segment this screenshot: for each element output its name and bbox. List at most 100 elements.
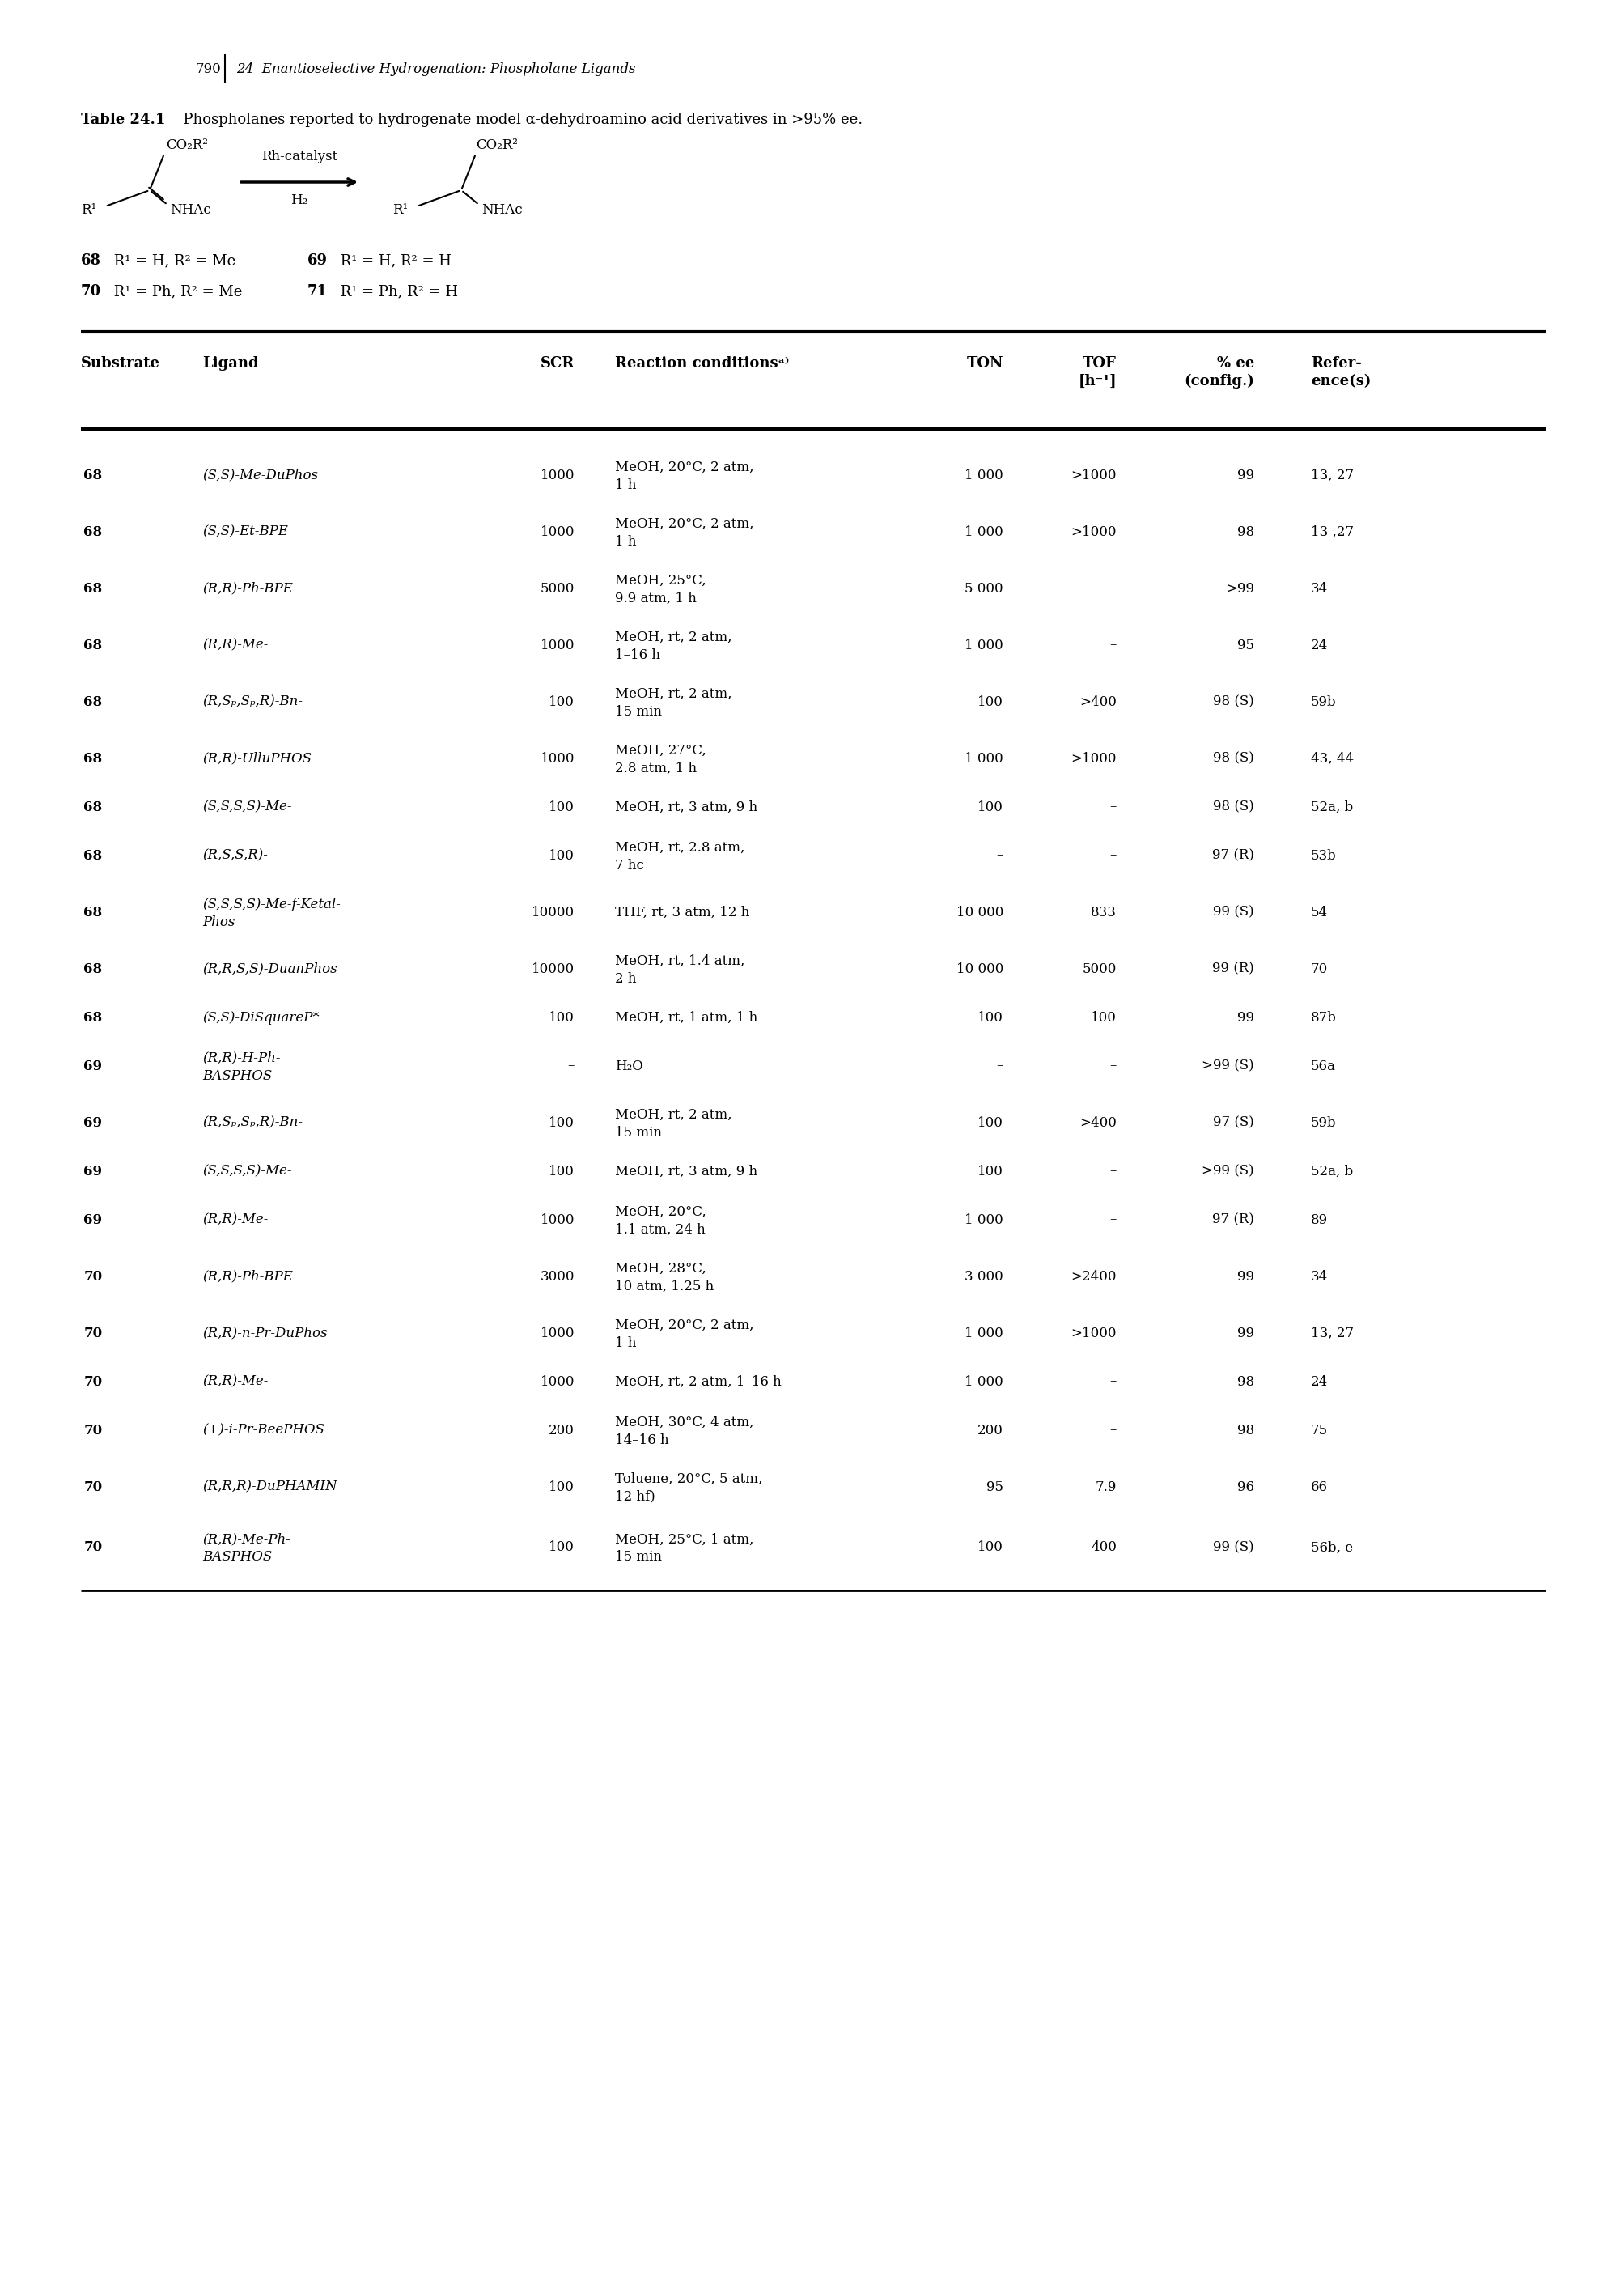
Text: 56b, e: 56b, e [1311, 1541, 1353, 1555]
Text: 10 atm, 1.25 h: 10 atm, 1.25 h [614, 1279, 713, 1293]
Text: 69: 69 [307, 252, 328, 268]
Text: 100: 100 [549, 848, 575, 862]
Text: 99: 99 [1236, 468, 1254, 482]
Text: CO₂R²: CO₂R² [166, 140, 208, 154]
Text: (R,R)-Me-: (R,R)-Me- [203, 1213, 268, 1227]
Text: 1 h: 1 h [614, 477, 637, 491]
Text: 100: 100 [978, 1165, 1004, 1179]
Text: 98: 98 [1236, 1376, 1254, 1390]
Text: 100: 100 [549, 800, 575, 814]
Text: Reaction conditionsᵃ⁾: Reaction conditionsᵃ⁾ [614, 355, 789, 371]
Text: –: – [1109, 637, 1116, 651]
Text: 13, 27: 13, 27 [1311, 468, 1353, 482]
Text: 15 min: 15 min [614, 704, 661, 718]
Text: Substrate: Substrate [81, 355, 161, 371]
Text: 2.8 atm, 1 h: 2.8 atm, 1 h [614, 761, 697, 775]
Text: (S,S,S,S)-Me-f-Ketal-: (S,S,S,S)-Me-f-Ketal- [203, 897, 341, 910]
Text: MeOH, rt, 1 atm, 1 h: MeOH, rt, 1 atm, 1 h [614, 1011, 757, 1025]
Text: % ee: % ee [1216, 355, 1254, 371]
Text: (R,R)-Ph-BPE: (R,R)-Ph-BPE [203, 582, 292, 596]
Text: 1 000: 1 000 [965, 468, 1004, 482]
Text: 70: 70 [1311, 963, 1327, 977]
Text: MeOH, rt, 2 atm, 1–16 h: MeOH, rt, 2 atm, 1–16 h [614, 1376, 781, 1390]
Text: 98 (S): 98 (S) [1213, 752, 1254, 766]
Text: MeOH, 20°C,: MeOH, 20°C, [614, 1204, 706, 1218]
Text: 97 (S): 97 (S) [1213, 1117, 1254, 1130]
Text: R¹: R¹ [81, 204, 96, 218]
Text: 68: 68 [84, 906, 102, 919]
Text: 1 000: 1 000 [965, 637, 1004, 651]
Text: 15 min: 15 min [614, 1126, 661, 1140]
Text: MeOH, 25°C,: MeOH, 25°C, [614, 573, 706, 587]
Text: –: – [996, 1059, 1004, 1073]
Text: 10 000: 10 000 [955, 963, 1004, 977]
Text: TON: TON [966, 355, 1004, 371]
Text: R¹ = H, R² = Me: R¹ = H, R² = Me [109, 252, 235, 268]
Text: SCR: SCR [539, 355, 575, 371]
Text: MeOH, rt, 3 atm, 9 h: MeOH, rt, 3 atm, 9 h [614, 1165, 757, 1179]
Text: –: – [1109, 1165, 1116, 1179]
Text: 70: 70 [81, 284, 101, 298]
Text: MeOH, 28°C,: MeOH, 28°C, [614, 1261, 706, 1275]
Text: 56a: 56a [1311, 1059, 1335, 1073]
Text: 1 h: 1 h [614, 534, 637, 548]
Text: (config.): (config.) [1184, 374, 1254, 390]
Text: 1000: 1000 [539, 752, 575, 766]
Text: >99 (S): >99 (S) [1202, 1059, 1254, 1073]
Text: (S,S,S,S)-Me-: (S,S,S,S)-Me- [203, 800, 292, 814]
Text: MeOH, rt, 2 atm,: MeOH, rt, 2 atm, [614, 1108, 731, 1121]
Text: 70: 70 [84, 1424, 102, 1438]
Text: 100: 100 [1090, 1011, 1116, 1025]
Text: 1000: 1000 [539, 525, 575, 539]
Text: 1 h: 1 h [614, 1337, 637, 1351]
Text: 68: 68 [84, 752, 102, 766]
Text: 97 (R): 97 (R) [1212, 1213, 1254, 1227]
Text: MeOH, rt, 1.4 atm,: MeOH, rt, 1.4 atm, [614, 954, 744, 968]
Text: MeOH, rt, 2.8 atm,: MeOH, rt, 2.8 atm, [614, 842, 744, 855]
Text: CO₂R²: CO₂R² [476, 140, 518, 154]
Text: 69: 69 [84, 1165, 102, 1179]
Text: >1000: >1000 [1070, 752, 1116, 766]
Text: R¹ = Ph, R² = H: R¹ = Ph, R² = H [336, 284, 458, 298]
Text: 52a, b: 52a, b [1311, 1165, 1353, 1179]
Text: 24: 24 [1311, 1376, 1327, 1390]
Text: 89: 89 [1311, 1213, 1327, 1227]
Text: 99: 99 [1236, 1270, 1254, 1284]
Text: 99: 99 [1236, 1011, 1254, 1025]
Text: –: – [1109, 1376, 1116, 1390]
Text: 97 (R): 97 (R) [1212, 848, 1254, 862]
Text: (R,Sₚ,Sₚ,R)-Bn-: (R,Sₚ,Sₚ,R)-Bn- [203, 695, 302, 709]
Text: >99: >99 [1224, 582, 1254, 596]
Text: (R,S,S,R)-: (R,S,S,R)- [203, 848, 268, 862]
Text: 1 000: 1 000 [965, 525, 1004, 539]
Text: 1000: 1000 [539, 1325, 575, 1339]
Text: [h⁻¹]: [h⁻¹] [1078, 374, 1116, 388]
Text: 13, 27: 13, 27 [1311, 1325, 1353, 1339]
Text: 70: 70 [84, 1325, 102, 1339]
Text: 1–16 h: 1–16 h [614, 649, 659, 663]
Text: 1000: 1000 [539, 1376, 575, 1390]
Text: 68: 68 [84, 1011, 102, 1025]
Text: 87b: 87b [1311, 1011, 1337, 1025]
Text: 100: 100 [549, 695, 575, 709]
Text: (R,R)-Me-: (R,R)-Me- [203, 637, 268, 651]
Text: (R,R,S,S)-DuanPhos: (R,R,S,S)-DuanPhos [203, 963, 336, 977]
Text: Ligand: Ligand [203, 355, 258, 371]
Text: 69: 69 [84, 1213, 102, 1227]
Text: 1 000: 1 000 [965, 1325, 1004, 1339]
Text: 66: 66 [1311, 1479, 1327, 1493]
Text: 833: 833 [1090, 906, 1116, 919]
Text: H₂: H₂ [291, 193, 309, 206]
Text: >400: >400 [1078, 695, 1116, 709]
Text: 69: 69 [84, 1059, 102, 1073]
Text: 70: 70 [84, 1376, 102, 1390]
Text: THF, rt, 3 atm, 12 h: THF, rt, 3 atm, 12 h [614, 906, 749, 919]
Text: MeOH, 25°C, 1 atm,: MeOH, 25°C, 1 atm, [614, 1532, 754, 1545]
Text: 790: 790 [197, 62, 221, 76]
Text: 10 000: 10 000 [955, 906, 1004, 919]
Text: 1 000: 1 000 [965, 752, 1004, 766]
Text: 95: 95 [986, 1479, 1004, 1493]
Text: (R,Sₚ,Sₚ,R)-Bn-: (R,Sₚ,Sₚ,R)-Bn- [203, 1117, 302, 1130]
Text: 100: 100 [978, 1011, 1004, 1025]
Text: MeOH, 27°C,: MeOH, 27°C, [614, 743, 706, 757]
